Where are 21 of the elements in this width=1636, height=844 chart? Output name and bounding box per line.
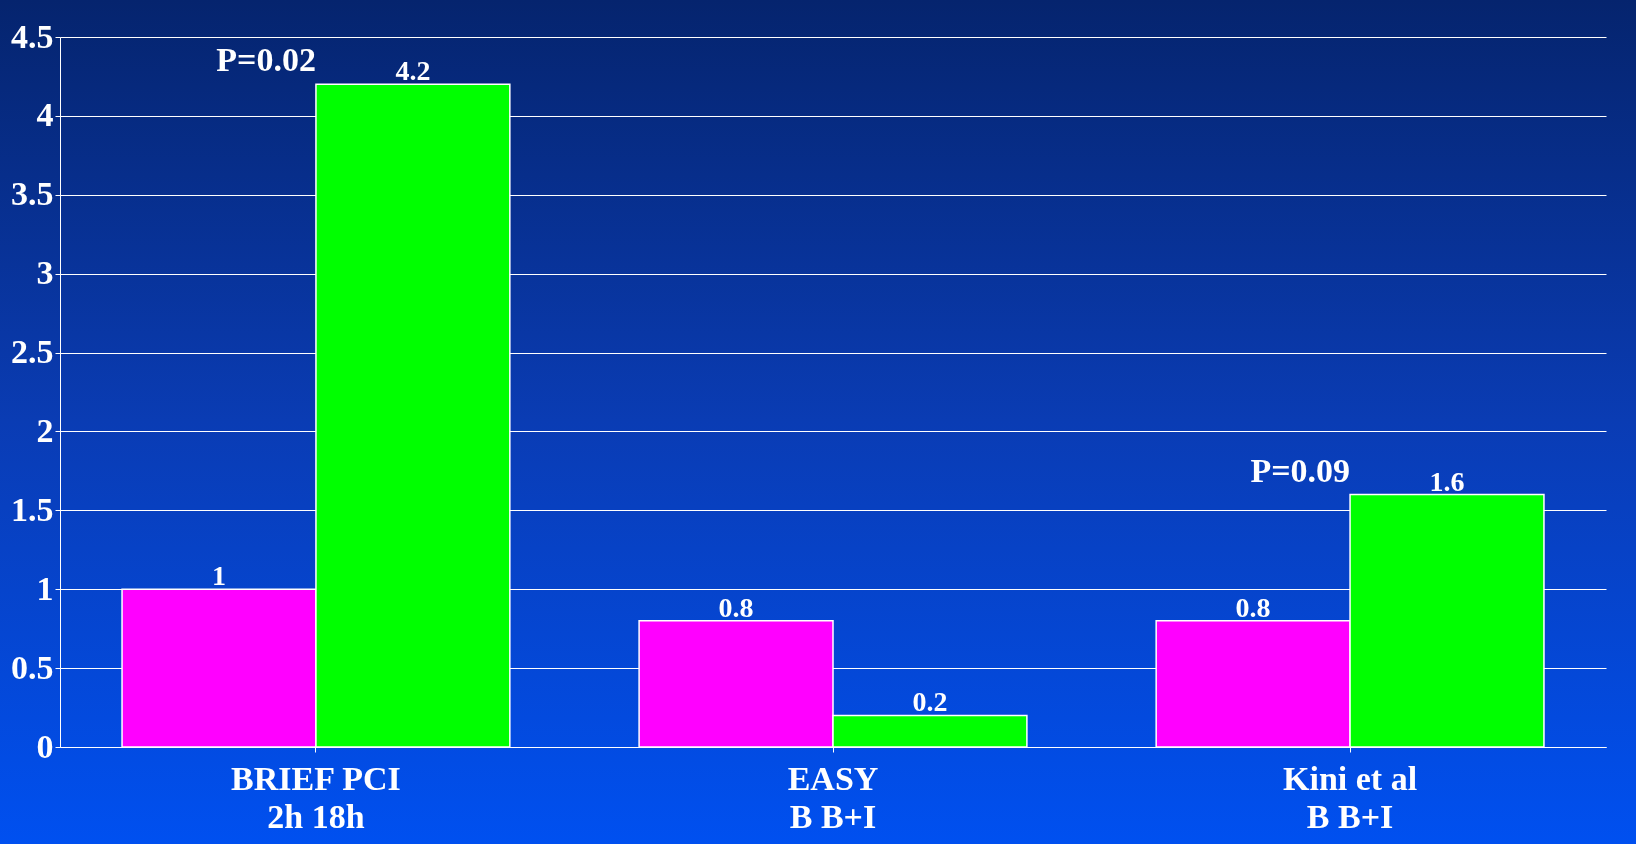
- y-tick-label: 4: [36, 96, 54, 134]
- y-tick-label: 4.5: [11, 17, 54, 55]
- y-tick-label: 3.5: [11, 175, 54, 213]
- x-tick-label: EASY B B+I: [787, 759, 879, 835]
- data-label: 1.6: [1429, 465, 1465, 497]
- x-tick-label: BRIEF PCI 2h 18h: [231, 759, 401, 835]
- annotation: P=0.09: [1250, 451, 1351, 489]
- y-tick-label: 1: [36, 569, 54, 607]
- data-label: 4.2: [395, 55, 431, 87]
- y-tick-label: 2: [36, 411, 54, 449]
- annotation: P=0.02: [216, 41, 316, 79]
- data-label: 1: [211, 560, 226, 592]
- data-label: 0.8: [1235, 591, 1271, 623]
- y-tick-label: 1.5: [11, 490, 54, 528]
- data-label: 0.2: [912, 686, 948, 718]
- y-tick-label: 2.5: [11, 333, 54, 371]
- data-label: 0.8: [718, 591, 754, 623]
- y-tick-label: 0: [36, 727, 54, 765]
- y-tick-label: 3: [36, 254, 54, 292]
- y-tick-label: 0.5: [11, 648, 54, 686]
- x-tick-label: Kini et al B B+I: [1283, 759, 1418, 835]
